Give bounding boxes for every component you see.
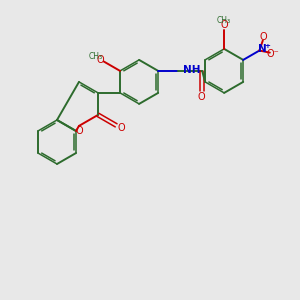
Text: O⁻: O⁻ xyxy=(267,49,279,59)
Text: N: N xyxy=(259,44,267,53)
Text: O: O xyxy=(259,32,267,42)
Text: CH₃: CH₃ xyxy=(217,16,231,25)
Text: O: O xyxy=(197,92,205,102)
Text: NH: NH xyxy=(183,65,200,75)
Text: O: O xyxy=(97,55,104,64)
Text: O: O xyxy=(220,20,228,30)
Text: CH₃: CH₃ xyxy=(88,52,102,61)
Text: +: + xyxy=(264,43,270,49)
Text: O: O xyxy=(118,123,125,133)
Text: O: O xyxy=(75,126,83,136)
